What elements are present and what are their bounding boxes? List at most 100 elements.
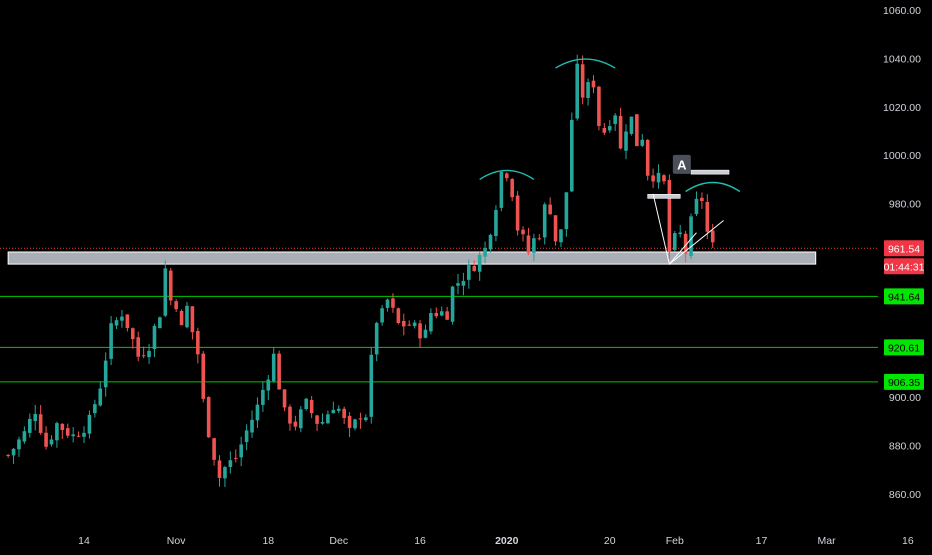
candle-body [586,82,590,98]
candle-body [76,435,81,437]
candle-body [71,434,75,437]
candle-body [412,322,417,327]
candle-body [575,63,580,119]
candle-body [553,215,558,242]
candle-body [358,418,363,420]
time-tick-label: Feb [666,535,684,547]
candle-body [125,314,130,328]
candle-body [141,355,146,357]
candle-body [271,353,276,382]
candle-body [44,432,48,447]
candle-body [201,353,206,399]
candle-body [320,422,325,424]
candle-body [163,268,168,316]
time-tick-label: 18 [262,535,274,547]
support-zone-rect [7,251,817,265]
marker-a-label: A [677,157,687,172]
mini-zone-bar [647,194,681,199]
candle-body [450,286,455,322]
candle-body [309,399,314,414]
candle-body [580,64,585,98]
candle-body [196,331,200,355]
candle-body [103,360,108,388]
candle-body [369,354,374,417]
candle-body [564,192,569,230]
candle-body [477,254,482,272]
candle-body [331,409,336,414]
candle-body [17,439,21,450]
candle-body [255,404,260,421]
candle-body [336,408,341,411]
candle-body [618,115,623,149]
candle-body [49,439,54,445]
candle-body [82,432,86,437]
pattern-arc [555,58,616,69]
mini-zone-bar [690,169,730,175]
candle-body [87,414,92,434]
candle-body [223,466,227,479]
candle-body [282,389,287,408]
candle-body [250,419,254,433]
candle-body [364,417,368,421]
time-tick-label: 2020 [495,535,519,547]
candle-body [120,316,124,321]
candle-body [33,414,38,422]
candle-body [228,460,233,467]
candle-body [591,80,596,88]
candle-body [185,305,189,328]
candle-body [488,234,493,250]
candle-body [299,409,303,429]
candle-body [304,398,309,410]
candle-body [233,457,238,459]
candle-body [635,114,639,147]
candle-body [407,324,412,326]
candle-body [152,325,157,350]
time-axis[interactable]: 14 Nov 18 Dec 16 2020 20 Feb 17 Mar 16 [78,535,914,547]
candle-body [602,127,607,133]
candle-body [472,266,477,272]
candle-body [532,238,536,253]
candle-body [353,419,357,429]
candle-body [147,350,151,358]
candle-body [130,328,135,340]
countdown-label-bg [884,258,924,275]
candle-body [515,195,520,231]
candle-body [672,233,677,251]
candle-body [418,323,422,339]
candles-layer [6,54,715,488]
candle-body [651,175,655,182]
candle-body [326,414,330,424]
candle-body [401,320,406,327]
candle-body [55,423,59,441]
candle-body [645,139,650,176]
candle-body [206,397,211,438]
candle-body [168,270,173,301]
level-price-label: 920.61 [888,342,920,354]
candle-body [277,353,281,390]
candle-body [461,281,466,286]
candle-body [526,235,531,253]
marker-a-badge [672,154,691,174]
candle-body [607,126,612,131]
time-tick-label: 17 [756,535,768,547]
candle-body [109,323,113,359]
candle-body [689,216,693,257]
candle-body [212,438,216,460]
candle-body [6,454,10,456]
support-zone-layer [7,251,817,265]
candle-body [174,301,178,310]
candle-body [499,171,504,208]
candle-body [217,460,222,478]
candle-body [504,173,509,179]
candle-body [60,423,65,431]
wedge-line [669,220,724,265]
candle-body [667,180,672,252]
candle-body [483,248,487,257]
candle-body [423,329,428,338]
candle-body [694,198,699,215]
candle-body [65,428,70,436]
candle-body [179,310,184,326]
